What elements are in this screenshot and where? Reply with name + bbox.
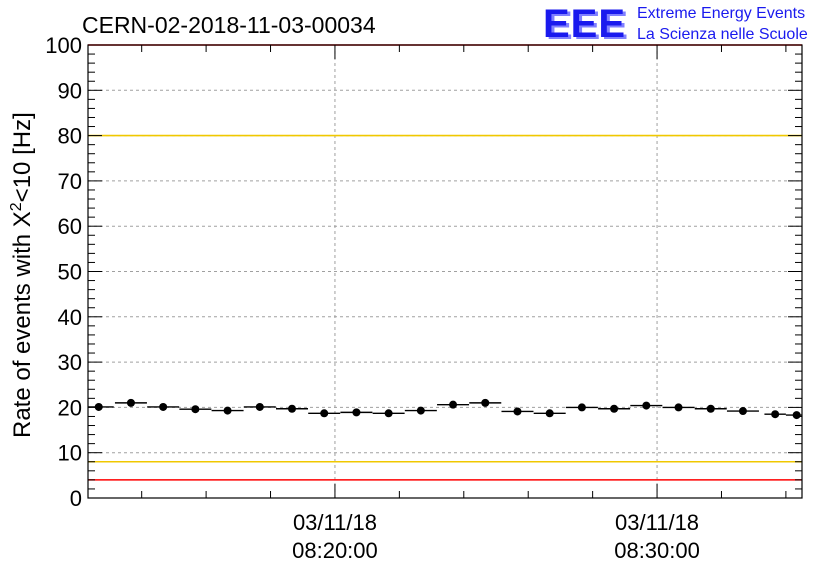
reference-lines [88,44,802,481]
data-point [255,402,264,411]
y-tick-label: 20 [58,395,82,420]
x-tick-time-label: 08:20:00 [292,538,378,563]
y-tick-label: 100 [45,33,82,58]
x-tick-date-label: 03/11/18 [615,510,699,535]
x-tick-date-label: 03/11/18 [293,510,377,535]
data-point [706,404,715,413]
data-point [577,403,586,412]
data-point [610,404,619,413]
data-point [449,400,458,409]
y-tick-label: 0 [70,486,82,511]
data-point [642,401,651,410]
y-tick-label: 40 [58,305,82,330]
y-tick-label: 10 [58,441,82,466]
y-tick-label: 80 [58,124,82,149]
data-point [94,402,103,411]
data-point [674,403,683,412]
org-name-line1: Extreme Energy Events [637,5,805,22]
data-point [320,409,329,418]
x-tick-time-label: 08:30:00 [614,538,700,563]
grid [88,45,802,498]
data-point [792,411,801,420]
y-axis-title: Rate of events with X2<10 [Hz] [8,112,36,438]
eee-logo-text: EEE [543,2,626,46]
data-point [481,398,490,407]
y-tick-label: 60 [58,214,82,239]
y-tick-labels: 0 10 20 30 40 50 60 70 80 90 100 [45,33,82,511]
data-point [513,407,522,416]
data-point [126,398,135,407]
y-tick-label: 50 [58,260,82,285]
data-point [384,409,393,418]
data-point [191,405,200,414]
y-axis-title-superscript: 2 [8,202,25,211]
y-axis-title-suffix: <10 [Hz] [9,112,36,202]
x-tick-labels: 03/11/18 08:20:00 03/11/18 08:30:00 [292,510,700,563]
run-title: CERN-02-2018-11-03-00034 [82,12,376,38]
data-point [223,406,232,415]
data-points [88,398,802,420]
eee-logo-shadow: EEE [546,4,629,48]
data-point [416,406,425,415]
y-tick-label: 90 [58,78,82,103]
y-axis-title-prefix: Rate of events with X [9,211,36,438]
eee-logo: EEE EEE [543,2,629,48]
plot-frame [87,44,803,499]
org-name-line2: La Scienza nelle Scuole [637,26,808,43]
y-tick-label: 70 [58,169,82,194]
data-point [159,402,168,411]
data-point [738,407,747,416]
data-point [288,404,296,413]
data-point [771,410,780,419]
data-point [545,409,554,418]
y-tick-label: 30 [58,350,82,375]
data-point [352,408,361,417]
